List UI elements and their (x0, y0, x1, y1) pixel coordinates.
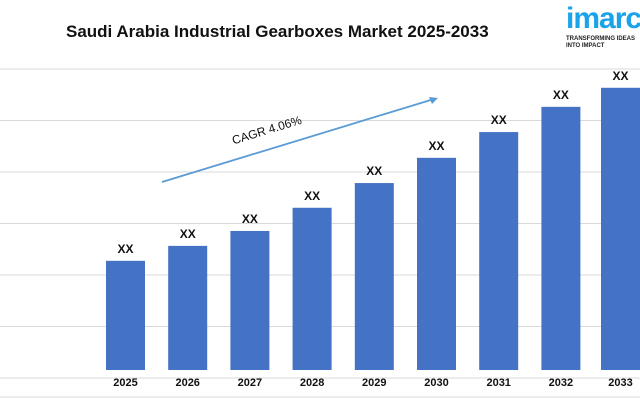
data-label-2031: XX (491, 113, 507, 127)
imarc-logo: imarc TRANSFORMING IDEAS INTO IMPACT (566, 2, 640, 50)
cagr-arrowhead (429, 97, 438, 104)
cagr-arrow (161, 98, 435, 183)
bar-2027 (230, 230, 270, 370)
x-tick-label: 2033 (608, 377, 632, 389)
x-tick-label: 2028 (300, 377, 324, 389)
data-label-2029: XX (366, 164, 382, 178)
data-label-2028: XX (304, 189, 320, 203)
data-label-2033: XX (612, 69, 628, 83)
bar-2030 (417, 157, 456, 370)
bar-2026 (168, 245, 208, 370)
bar-2033 (601, 87, 640, 370)
x-tick-label: 2030 (424, 377, 448, 389)
bar-2028 (292, 207, 332, 370)
data-label-2026: XX (180, 227, 196, 241)
data-label-2030: XX (428, 139, 444, 153)
chart-title: Saudi Arabia Industrial Gearboxes Market… (66, 22, 489, 41)
bar-2029 (354, 183, 394, 370)
x-tick-label: 2027 (238, 377, 262, 389)
bar-2025 (106, 260, 145, 370)
bar-2031 (479, 132, 519, 370)
data-label-2025: XX (117, 242, 133, 256)
data-label-2032: XX (553, 88, 569, 102)
bar-2032 (541, 106, 581, 371)
logo-word: imarc (566, 2, 640, 35)
x-tick-label: 2032 (549, 377, 573, 389)
logo-tagline: TRANSFORMING IDEAS INTO IMPACT (566, 36, 635, 49)
x-tick-label: 2031 (486, 377, 510, 389)
x-tick-label: 2026 (175, 377, 199, 389)
data-label-2027: XX (242, 212, 258, 226)
x-tick-label: 2029 (362, 377, 386, 389)
x-tick-label: 2025 (113, 377, 137, 389)
